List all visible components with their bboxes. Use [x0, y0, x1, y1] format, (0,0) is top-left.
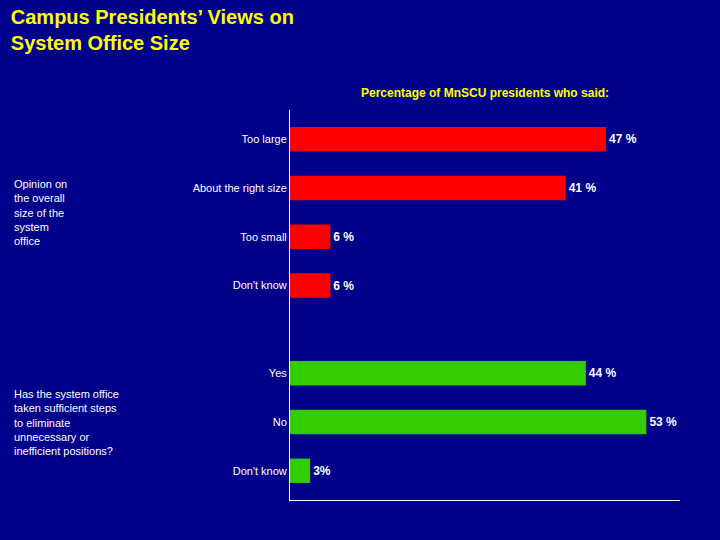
svg-text:3%: 3% — [313, 464, 331, 478]
svg-text:Don't know: Don't know — [233, 465, 287, 477]
svg-text:47 %: 47 % — [609, 132, 637, 146]
svg-text:Too large: Too large — [242, 133, 287, 145]
svg-text:Don't know: Don't know — [233, 279, 287, 291]
svg-text:6 %: 6 % — [333, 230, 354, 244]
svg-text:Yes: Yes — [269, 367, 287, 379]
svg-text:6 %: 6 % — [333, 279, 354, 293]
svg-text:44 %: 44 % — [589, 366, 617, 380]
svg-text:Too small: Too small — [240, 231, 286, 243]
svg-text:Opinion onthe overallsize of t: Opinion onthe overallsize of thesystemof… — [14, 178, 67, 247]
svg-text:About the right size: About the right size — [193, 182, 287, 194]
svg-text:Campus Presidents’ Views onSys: Campus Presidents’ Views onSystem Office… — [11, 6, 294, 54]
svg-text:53 %: 53 % — [649, 415, 677, 429]
svg-text:41 %: 41 % — [569, 181, 597, 195]
svg-text:Has the system officetaken suf: Has the system officetaken sufficient st… — [14, 388, 119, 457]
svg-text:No: No — [273, 416, 287, 428]
svg-text:Percentage of MnSCU presidents: Percentage of MnSCU presidents who said: — [361, 86, 609, 100]
